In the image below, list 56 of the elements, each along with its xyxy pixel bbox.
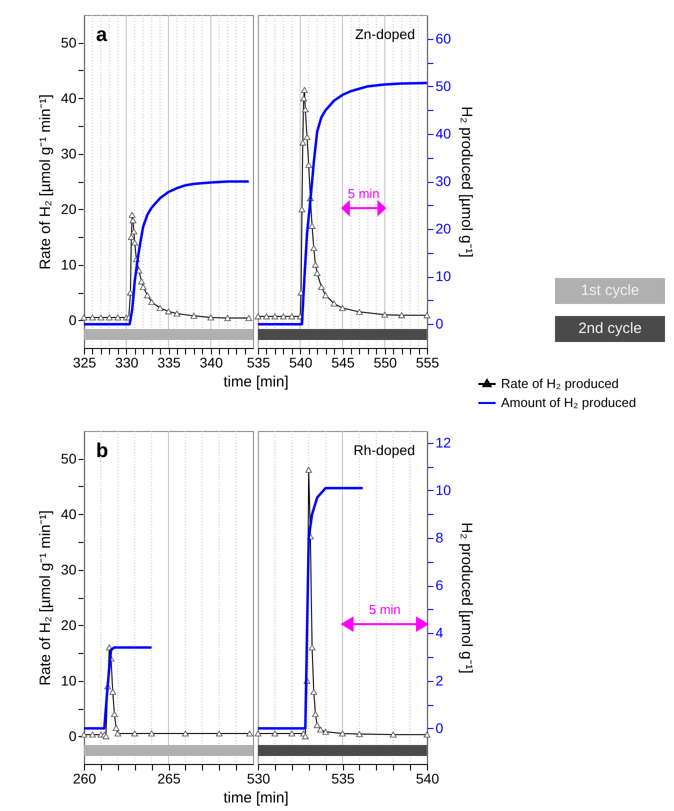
y2-tick-label: 40: [436, 125, 452, 142]
x-tick-label: 325: [72, 354, 96, 370]
y2-tick-label: 30: [436, 173, 452, 189]
x-tick-label: 550: [374, 354, 398, 370]
y2-tick-label: 20: [436, 220, 452, 237]
y-tick-label: 10: [60, 672, 77, 688]
x-tick-label: 535: [246, 354, 270, 370]
y2-tick-label: 2: [436, 672, 444, 688]
x-tick-label: 535: [331, 770, 355, 786]
y2-tick-label: 10: [436, 482, 452, 498]
y-tick-label: 50: [60, 450, 77, 466]
y-tick-label: 30: [60, 561, 77, 578]
chart-title: a: [96, 24, 108, 46]
annotation: 5 min: [368, 602, 401, 618]
y2-axis-title: H₂ produced [µmol g⁻¹]: [458, 522, 476, 674]
x-tick-label: 545: [331, 354, 355, 370]
annotation: Zn-doped: [355, 26, 415, 42]
y2-tick-label: 8: [436, 530, 444, 546]
y-tick-label: 40: [60, 90, 77, 106]
y2-tick-label: 10: [436, 268, 452, 284]
label-box: 2nd cycle: [555, 316, 665, 342]
x-axis-title: time [min]: [223, 790, 289, 806]
y2-tick-label: 6: [436, 577, 444, 594]
y-tick-label: 0: [68, 728, 77, 744]
y2-tick-label: 4: [436, 624, 444, 641]
chart-title: b: [96, 440, 108, 462]
x-axis-title: time [min]: [223, 374, 289, 390]
label-box: 1st cycle: [555, 278, 665, 304]
y2-tick-label: 50: [436, 78, 452, 94]
x-tick-label: 530: [246, 770, 270, 786]
y-axis-title: Rate of H₂ [µmol g⁻¹ min⁻¹]: [36, 94, 54, 270]
y-tick-label: 20: [60, 200, 77, 217]
y2-axis-title: H₂ produced [µmol g⁻¹]: [458, 106, 476, 258]
x-tick-label: 555: [416, 354, 440, 370]
x-tick-label: 340: [200, 354, 224, 370]
x-tick-label: 265: [157, 770, 181, 786]
y-tick-label: 40: [60, 506, 77, 522]
y2-tick-label: 0: [436, 720, 444, 736]
y-axis-title: Rate of H₂ [µmol g⁻¹ min⁻¹]: [36, 510, 54, 686]
legend-label: Rate of H₂ produced: [501, 376, 619, 391]
y2-tick-label: 60: [436, 30, 452, 46]
y-tick-label: 30: [60, 145, 77, 162]
x-tick-label: 330: [115, 354, 139, 370]
annotation: Rh-doped: [354, 442, 415, 458]
x-tick-label: 540: [289, 354, 313, 370]
x-tick-label: 260: [72, 770, 96, 786]
x-tick-label: 335: [157, 354, 181, 370]
y2-tick-label: 12: [436, 434, 452, 450]
x-tick-label: 540: [416, 770, 440, 786]
y-tick-label: 50: [60, 34, 77, 50]
legend-label: Amount of H₂ produced: [501, 395, 636, 410]
y-tick-label: 20: [60, 616, 77, 633]
y-tick-label: 10: [60, 256, 77, 272]
y2-tick-label: 0: [436, 316, 444, 332]
annotation: 5 min: [348, 186, 380, 202]
y-tick-label: 0: [68, 312, 77, 328]
